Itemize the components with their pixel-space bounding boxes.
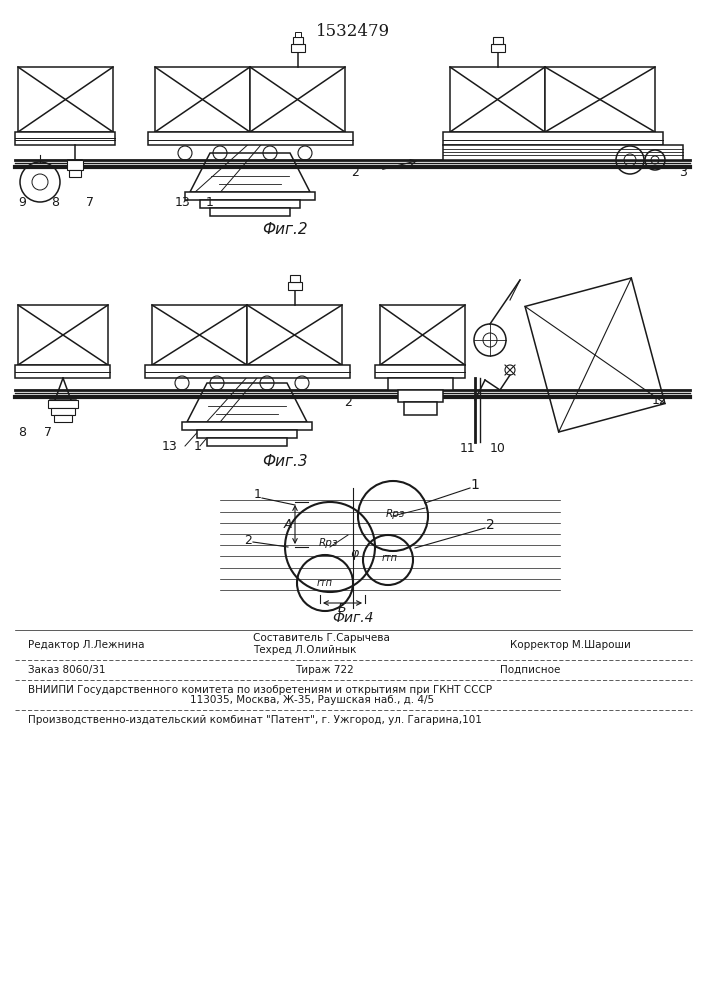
Text: 113035, Москва, Ж-35, Раушская наб., д. 4/5: 113035, Москва, Ж-35, Раушская наб., д. … — [190, 695, 434, 705]
Text: 2: 2 — [244, 534, 252, 546]
Text: 12: 12 — [652, 393, 668, 406]
Bar — [145, 365, 350, 378]
Bar — [200, 200, 300, 208]
Text: 7: 7 — [86, 196, 94, 209]
Text: 13: 13 — [162, 440, 178, 452]
Text: rтп: rтп — [317, 578, 333, 588]
Text: Б: Б — [338, 601, 346, 614]
Bar — [450, 67, 545, 132]
Bar — [545, 67, 655, 132]
Bar — [18, 305, 108, 365]
Text: Rрз: Rрз — [385, 509, 404, 519]
Text: Производственно-издательский комбинат "Патент", г. Ужгород, ул. Гагарина,101: Производственно-издательский комбинат "П… — [28, 715, 482, 725]
Text: rтп: rтп — [382, 553, 398, 563]
Bar — [375, 365, 465, 378]
Text: Заказ 8060/31: Заказ 8060/31 — [28, 665, 105, 675]
Text: 13: 13 — [175, 196, 191, 209]
Bar — [67, 160, 83, 170]
Text: 9: 9 — [18, 196, 26, 209]
Bar — [148, 132, 353, 145]
Text: 8: 8 — [51, 196, 59, 209]
Text: 10: 10 — [490, 442, 506, 454]
Text: Фиг.4: Фиг.4 — [332, 611, 374, 625]
Bar — [404, 402, 437, 415]
Bar — [388, 378, 453, 390]
Bar — [210, 208, 290, 216]
Bar — [152, 305, 247, 365]
Bar — [54, 415, 72, 422]
Bar — [398, 390, 443, 402]
Text: 1: 1 — [194, 440, 202, 452]
Bar — [69, 170, 81, 177]
Bar — [247, 305, 342, 365]
Text: Фиг.3: Фиг.3 — [262, 454, 308, 470]
Bar — [250, 67, 345, 132]
Text: 1: 1 — [206, 196, 214, 209]
Text: Редактор Л.Лежнина: Редактор Л.Лежнина — [28, 640, 144, 650]
Text: Тираж 722: Тираж 722 — [295, 665, 354, 675]
Text: ВНИИПИ Государственного комитета по изобретениям и открытиям при ГКНТ СССР: ВНИИПИ Государственного комитета по изоб… — [28, 685, 492, 695]
Text: Корректор М.Шароши: Корректор М.Шароши — [510, 640, 631, 650]
Text: А: А — [284, 518, 292, 530]
Text: 1: 1 — [254, 488, 262, 502]
Bar — [51, 408, 75, 415]
Text: Техред Л.Олийнык: Техред Л.Олийнык — [253, 645, 356, 655]
Text: Rрз: Rрз — [318, 538, 338, 548]
Bar — [15, 365, 110, 378]
Text: 2: 2 — [486, 518, 494, 532]
Text: Подписное: Подписное — [500, 665, 561, 675]
Bar — [295, 32, 301, 37]
Bar — [182, 422, 312, 430]
Bar — [493, 37, 503, 44]
Bar — [155, 67, 250, 132]
Text: 1: 1 — [471, 478, 479, 492]
Text: 7: 7 — [44, 426, 52, 440]
Text: 2: 2 — [351, 166, 359, 180]
Text: 11: 11 — [460, 442, 476, 454]
Bar — [380, 305, 465, 365]
Bar — [288, 282, 302, 290]
Text: 2: 2 — [344, 396, 352, 410]
Bar — [443, 145, 683, 160]
Bar — [291, 44, 305, 52]
Text: Составитель Г.Сарычева: Составитель Г.Сарычева — [253, 633, 390, 643]
Bar — [197, 430, 297, 438]
Text: Фиг.2: Фиг.2 — [262, 223, 308, 237]
Bar — [185, 192, 315, 200]
Bar — [207, 438, 287, 446]
Bar — [48, 400, 78, 408]
Text: 8: 8 — [18, 426, 26, 440]
Text: 3: 3 — [679, 166, 687, 180]
Bar — [443, 132, 663, 145]
Bar — [18, 67, 113, 132]
Text: φ: φ — [351, 546, 359, 560]
Bar — [15, 132, 115, 145]
Text: 1532479: 1532479 — [316, 23, 390, 40]
Bar — [293, 37, 303, 44]
Bar — [290, 275, 300, 282]
Bar — [491, 44, 505, 52]
